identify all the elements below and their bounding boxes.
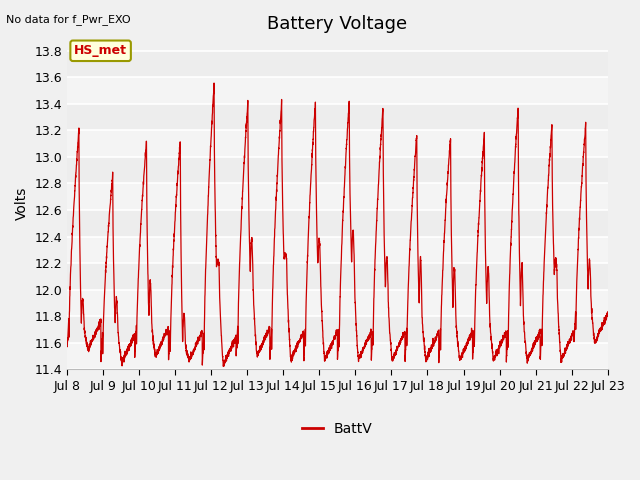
- Bar: [67, 50, 607, 77]
- Title: Battery Voltage: Battery Voltage: [268, 15, 408, 33]
- Bar: [67, 130, 607, 157]
- Bar: [67, 316, 607, 343]
- Bar: [67, 210, 607, 237]
- Text: HS_met: HS_met: [74, 44, 127, 57]
- Bar: [67, 290, 607, 316]
- Bar: [67, 183, 607, 210]
- Bar: [67, 343, 607, 370]
- Bar: [67, 157, 607, 183]
- Bar: [67, 104, 607, 130]
- Legend: BattV: BattV: [296, 416, 378, 441]
- Bar: [67, 77, 607, 104]
- Bar: [67, 237, 607, 263]
- Bar: [67, 263, 607, 290]
- Text: No data for f_Pwr_EXO: No data for f_Pwr_EXO: [6, 14, 131, 25]
- Y-axis label: Volts: Volts: [15, 187, 29, 220]
